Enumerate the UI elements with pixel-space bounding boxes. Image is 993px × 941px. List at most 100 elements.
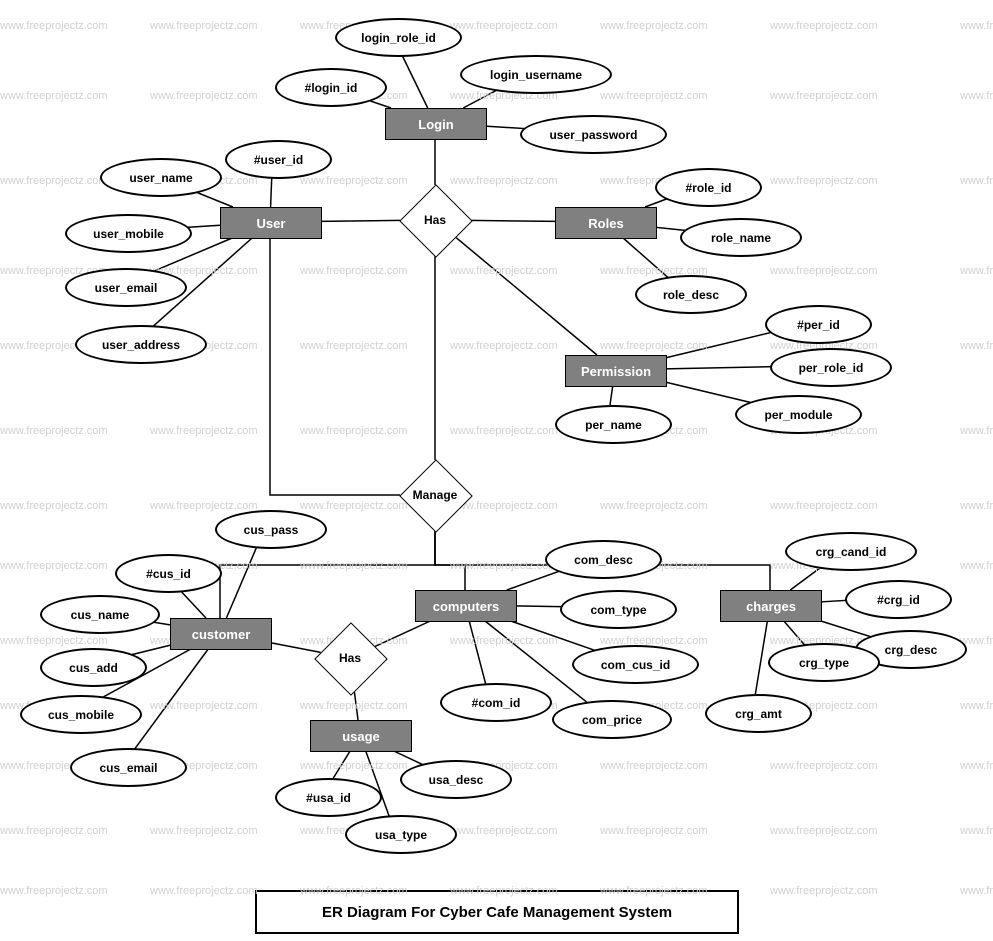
watermark-text: www.freeprojectz.com (770, 885, 878, 897)
entity-permission: Permission (565, 355, 667, 387)
entity-user: User (220, 207, 322, 239)
entity-label-usage: usage (342, 729, 380, 744)
watermark-text: www.freeprojectz.com (300, 560, 408, 572)
attribute-label-per_module: per_module (764, 408, 832, 422)
attribute-login_role_id: login_role_id (335, 18, 462, 57)
watermark-text: www.freeprojectz.com (960, 500, 993, 512)
watermark-text: www.freeprojectz.com (960, 20, 993, 32)
attribute-label-per_id: #per_id (797, 318, 840, 332)
watermark-text: www.freeprojectz.com (150, 700, 258, 712)
watermark-text: www.freeprojectz.com (150, 425, 258, 437)
attribute-label-cus_pass: cus_pass (244, 523, 299, 537)
entity-label-computers: computers (433, 599, 499, 614)
attribute-label-cus_id: #cus_id (146, 567, 191, 581)
attribute-label-crg_type: crg_type (799, 656, 849, 670)
attribute-login_username: login_username (460, 55, 612, 94)
er-diagram-canvas: ER Diagram For Cyber Cafe Management Sys… (0, 0, 993, 941)
attribute-crg_type: crg_type (768, 643, 880, 682)
attribute-user_mobile: user_mobile (65, 214, 192, 253)
relationship-has1: Has (400, 185, 470, 255)
attribute-label-user_address: user_address (102, 338, 180, 352)
watermark-text: www.freeprojectz.com (600, 20, 708, 32)
watermark-text: www.freeprojectz.com (150, 500, 258, 512)
watermark-text: www.freeprojectz.com (0, 635, 108, 647)
watermark-text: www.freeprojectz.com (960, 340, 993, 352)
watermark-text: www.freeprojectz.com (0, 560, 108, 572)
watermark-text: www.freeprojectz.com (770, 760, 878, 772)
attribute-user_name: user_name (100, 158, 222, 197)
watermark-text: www.freeprojectz.com (960, 425, 993, 437)
entity-login: Login (385, 108, 487, 140)
watermark-text: www.freeprojectz.com (0, 885, 108, 897)
attribute-label-user_name: user_name (129, 171, 192, 185)
watermark-text: www.freeprojectz.com (450, 340, 558, 352)
watermark-text: www.freeprojectz.com (300, 700, 408, 712)
attribute-label-login_username: login_username (490, 68, 582, 82)
watermark-text: www.freeprojectz.com (450, 265, 558, 277)
watermark-text: www.freeprojectz.com (960, 760, 993, 772)
watermark-text: www.freeprojectz.com (600, 90, 708, 102)
entity-usage: usage (310, 720, 412, 752)
attribute-per_name: per_name (555, 405, 672, 444)
attribute-usa_desc: usa_desc (400, 760, 512, 799)
watermark-text: www.freeprojectz.com (600, 760, 708, 772)
connection-lines (0, 0, 993, 941)
entity-label-charges: charges (746, 599, 796, 614)
attribute-label-user_email: user_email (95, 281, 158, 295)
watermark-text: www.freeprojectz.com (300, 760, 408, 772)
entity-computers: computers (415, 590, 517, 622)
watermark-text: www.freeprojectz.com (770, 175, 878, 187)
watermark-text: www.freeprojectz.com (960, 560, 993, 572)
attribute-label-crg_cand_id: crg_cand_id (816, 545, 887, 559)
watermark-text: www.freeprojectz.com (960, 90, 993, 102)
attribute-label-user_password: user_password (549, 128, 637, 142)
watermark-text: www.freeprojectz.com (770, 20, 878, 32)
watermark-text: www.freeprojectz.com (0, 90, 108, 102)
attribute-role_desc: role_desc (635, 275, 747, 314)
watermark-text: www.freeprojectz.com (150, 825, 258, 837)
attribute-crg_id: #crg_id (845, 580, 952, 619)
watermark-text: www.freeprojectz.com (300, 175, 408, 187)
attribute-label-cus_name: cus_name (71, 608, 130, 622)
attribute-label-com_cus_id: com_cus_id (601, 658, 670, 672)
attribute-label-com_id: #com_id (472, 696, 521, 710)
attribute-cus_pass: cus_pass (215, 510, 327, 549)
entity-label-permission: Permission (581, 364, 651, 379)
watermark-text: www.freeprojectz.com (960, 885, 993, 897)
watermark-text: www.freeprojectz.com (300, 500, 408, 512)
watermark-text: www.freeprojectz.com (960, 265, 993, 277)
entity-label-roles: Roles (588, 216, 623, 231)
watermark-text: www.freeprojectz.com (600, 340, 708, 352)
attribute-label-usa_id: #usa_id (306, 791, 351, 805)
attribute-usa_id: #usa_id (275, 778, 382, 817)
attribute-usa_type: usa_type (345, 815, 457, 854)
relationship-label-manage: Manage (400, 460, 470, 530)
attribute-label-login_id: #login_id (305, 81, 358, 95)
attribute-label-usa_desc: usa_desc (429, 773, 484, 787)
attribute-label-role_id: #role_id (685, 181, 731, 195)
attribute-cus_add: cus_add (40, 648, 147, 687)
attribute-role_name: role_name (680, 218, 802, 257)
attribute-label-cus_mobile: cus_mobile (48, 708, 114, 722)
watermark-text: www.freeprojectz.com (450, 20, 558, 32)
watermark-text: www.freeprojectz.com (770, 500, 878, 512)
watermark-text: www.freeprojectz.com (0, 425, 108, 437)
watermark-text: www.freeprojectz.com (0, 500, 108, 512)
watermark-text: www.freeprojectz.com (600, 825, 708, 837)
attribute-label-user_mobile: user_mobile (93, 227, 164, 241)
attribute-login_id: #login_id (275, 68, 387, 107)
entity-label-customer: customer (192, 627, 251, 642)
entity-charges: charges (720, 590, 822, 622)
attribute-label-cus_email: cus_email (99, 761, 157, 775)
relationship-manage: Manage (400, 460, 470, 530)
attribute-com_desc: com_desc (545, 540, 662, 579)
attribute-com_id: #com_id (440, 683, 552, 722)
entity-customer: customer (170, 618, 272, 650)
attribute-cus_id: #cus_id (115, 554, 222, 593)
watermark-text: www.freeprojectz.com (150, 885, 258, 897)
attribute-com_price: com_price (552, 700, 672, 739)
watermark-text: www.freeprojectz.com (960, 700, 993, 712)
attribute-label-per_role_id: per_role_id (799, 361, 864, 375)
watermark-text: www.freeprojectz.com (450, 425, 558, 437)
watermark-text: www.freeprojectz.com (0, 825, 108, 837)
